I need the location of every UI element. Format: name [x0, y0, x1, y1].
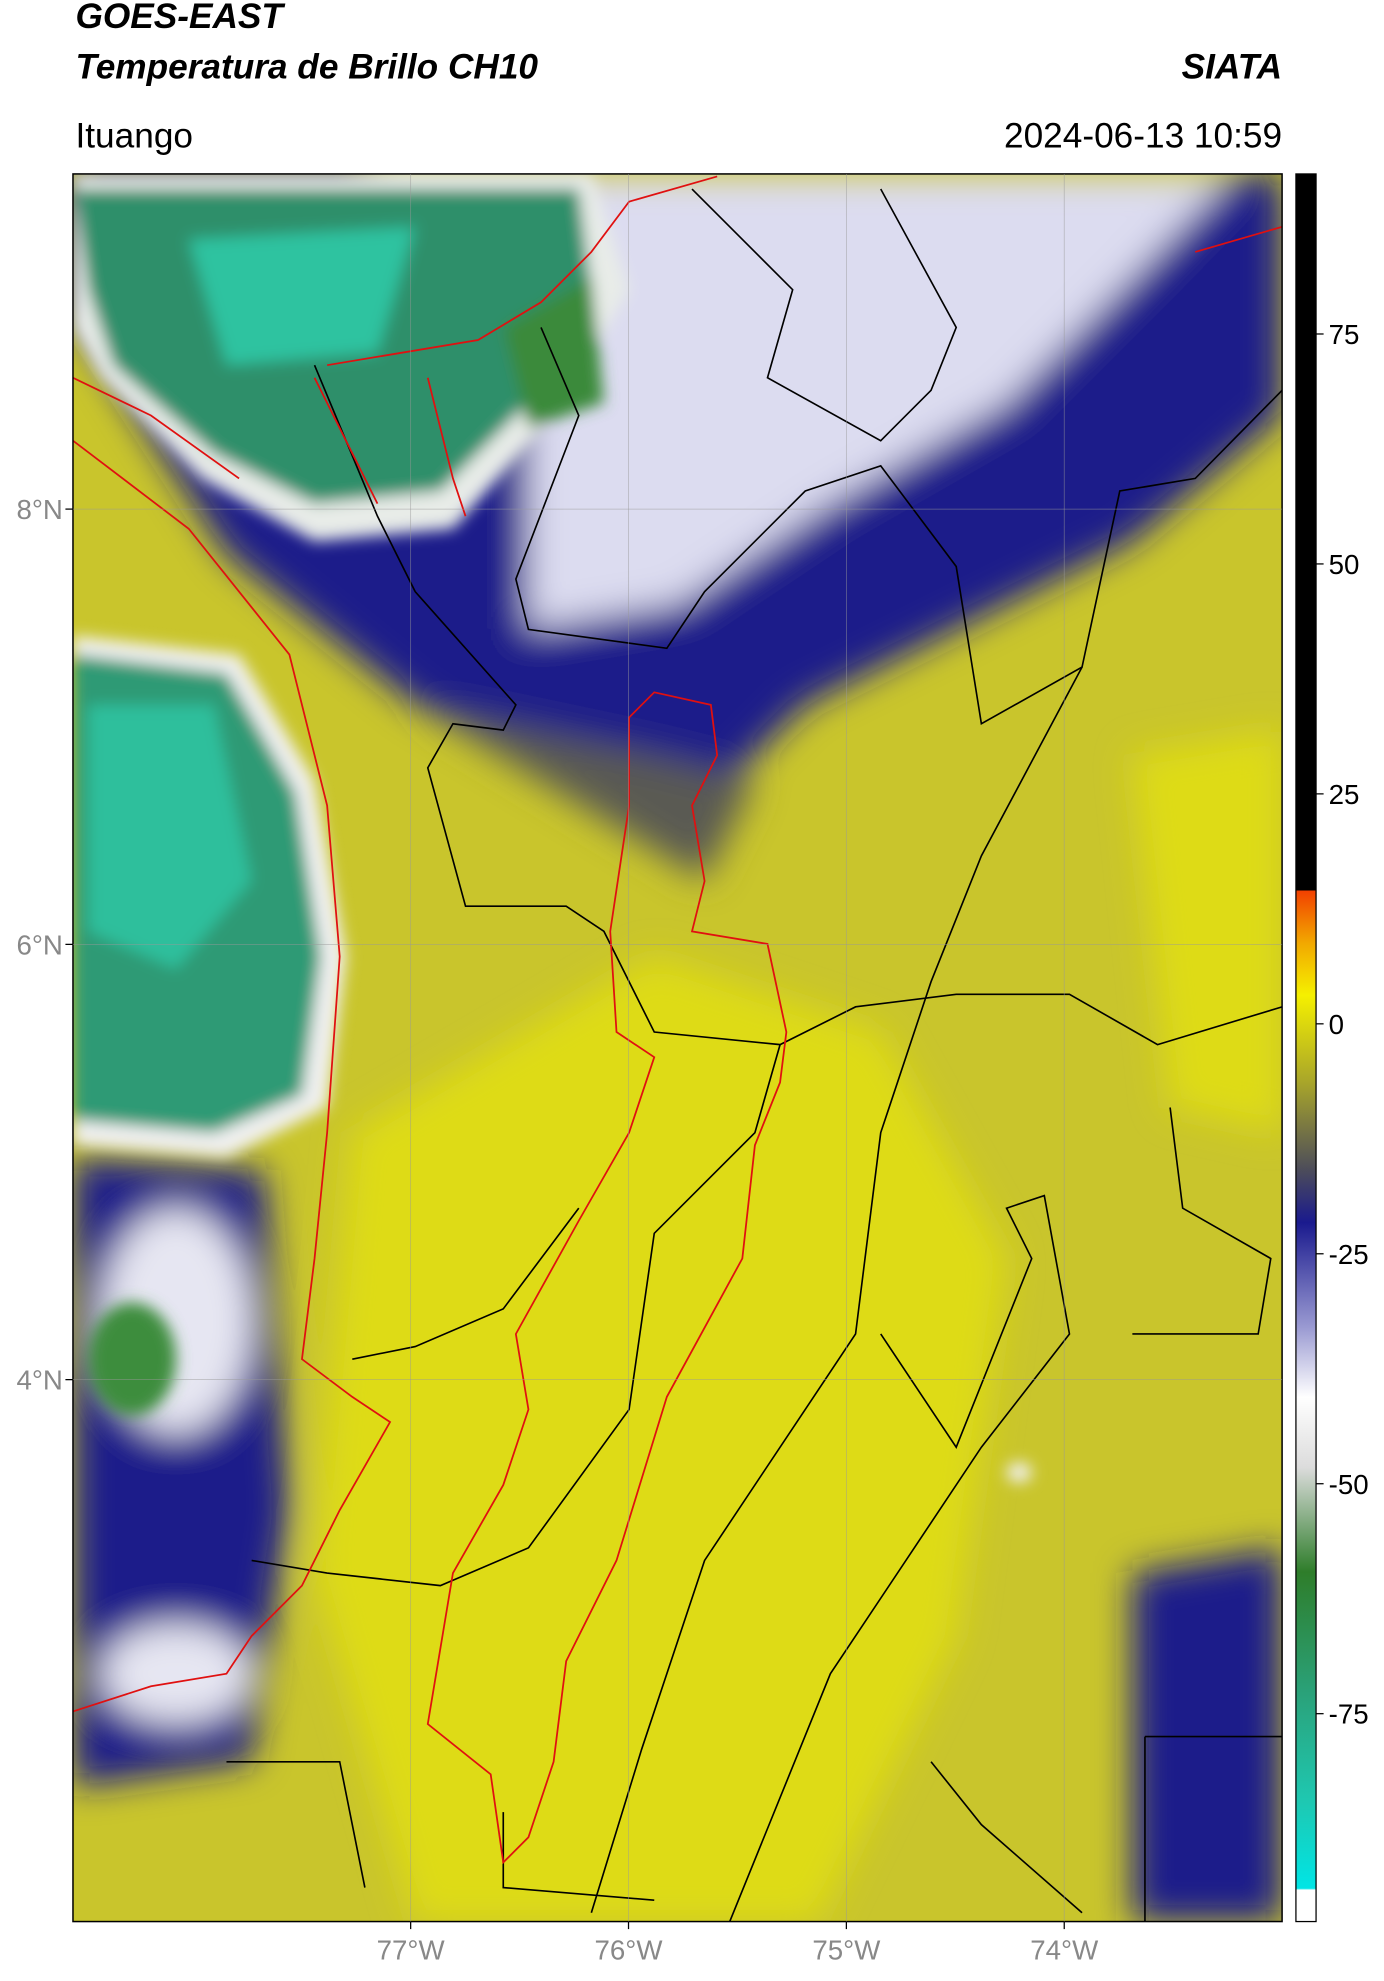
title: GOES-EAST [75, 0, 285, 36]
colorbar-tick-label: 0 [1329, 1009, 1344, 1040]
region: Ituango [75, 117, 193, 156]
colorbar-tick-label: 25 [1329, 779, 1360, 810]
x-tick-label: 74°W [1030, 1934, 1099, 1965]
map-frame [72, 173, 1283, 1923]
x-tick-label: 75°W [812, 1934, 881, 1965]
colorbar-tick-label: -75 [1329, 1699, 1369, 1730]
subtitle: Temperatura de Brillo CH10 [75, 47, 538, 86]
axes: 77°W 76°W 75°W 74°W 8°N 6°N 4°N 75 50 25 0 -25 -50 -7… [16, 173, 1369, 1965]
y-tick-label: 8°N [16, 494, 62, 525]
x-tick-label: 77°W [377, 1934, 446, 1965]
y-tick-label: 4°N [16, 1365, 62, 1396]
source: SIATA [1182, 47, 1282, 86]
colorbar-tick-label: 50 [1329, 549, 1360, 580]
colorbar-tick-label: -50 [1329, 1469, 1369, 1500]
map-image [72, 173, 1283, 1922]
datetime: 2024-06-13 10:59 [1004, 117, 1282, 156]
colorbar-tick-label: 75 [1329, 319, 1360, 350]
colorbar-tick-label: -25 [1329, 1239, 1369, 1270]
x-tick-label: 76°W [595, 1934, 664, 1965]
colorbar [1295, 173, 1317, 1923]
y-tick-label: 6°N [16, 929, 62, 960]
